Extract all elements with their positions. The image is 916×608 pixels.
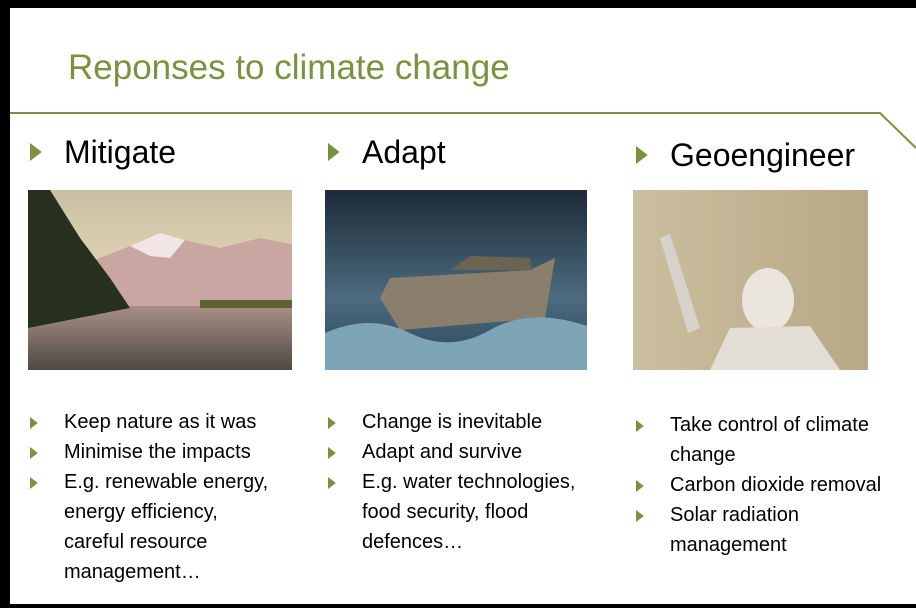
bullet-line: defences… [362, 531, 463, 554]
bullet-arrow [30, 417, 38, 429]
statue-image [633, 190, 868, 370]
bullet-line: management… [64, 561, 201, 584]
mountain-image [28, 190, 292, 370]
bullet-line: energy efficiency, [64, 501, 218, 524]
bullet-arrow [328, 447, 336, 459]
bullet-arrow [30, 447, 38, 459]
bullet-line: E.g. water technologies, [362, 471, 575, 494]
bullet-line: Keep nature as it was [64, 411, 256, 434]
bullet-arrow [636, 510, 644, 522]
bullet-arrow [636, 480, 644, 492]
bullet-arrow [30, 477, 38, 489]
ark-image [325, 190, 587, 370]
column-heading: Mitigate [64, 134, 176, 171]
bullet-line: Minimise the impacts [64, 441, 251, 464]
heading-arrow [30, 143, 42, 161]
bullet-line: management [670, 534, 787, 557]
bullet-line: careful resource [64, 531, 207, 554]
slide-title: Reponses to climate change [68, 48, 510, 88]
bullet-line: Carbon dioxide removal [670, 474, 881, 497]
bullet-arrow [328, 417, 336, 429]
column-heading: Geoengineer [670, 137, 855, 174]
bullet-line: Change is inevitable [362, 411, 542, 434]
heading-arrow [636, 146, 648, 164]
bullet-line: Solar radiation [670, 504, 799, 527]
column-heading: Adapt [362, 134, 446, 171]
slide: Reponses to climate change Mitigate Keep … [10, 8, 916, 604]
bullet-arrow [328, 477, 336, 489]
bullet-line: E.g. renewable energy, [64, 471, 268, 494]
bullet-arrow [636, 420, 644, 432]
bullet-line: food security, flood [362, 501, 528, 524]
bullet-line: change [670, 444, 736, 467]
bullet-line: Adapt and survive [362, 441, 522, 464]
heading-arrow [328, 143, 340, 161]
bullet-line: Take control of climate [670, 414, 869, 437]
